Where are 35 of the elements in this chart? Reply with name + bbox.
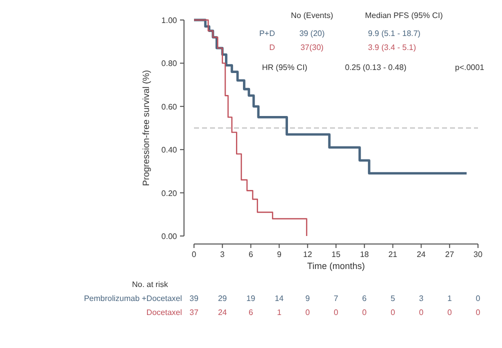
y-tick-label: 0.80 bbox=[161, 59, 178, 68]
y-tick-label: 1.00 bbox=[161, 16, 178, 25]
text: 39 29 19 14 9 7 6 5 3 1 0 bbox=[190, 294, 480, 303]
annotation: 37(30) bbox=[300, 43, 324, 52]
x-tick-label: 0 bbox=[192, 250, 197, 259]
y-tick-label: 0.60 bbox=[161, 102, 178, 112]
y-tick-label: 0.00 bbox=[161, 232, 178, 241]
annotation: Median PFS (95% CI) bbox=[365, 11, 444, 20]
text: D bbox=[269, 43, 276, 52]
x-tick-label: 21 bbox=[388, 250, 398, 259]
text: Docetaxel bbox=[146, 308, 182, 317]
y-tick-label: 0.40 bbox=[161, 146, 178, 155]
annotation: 39 (20) bbox=[299, 29, 326, 38]
annotation: 3.9 (3.4 - 5.1) bbox=[368, 43, 416, 52]
x-tick-label: 12 bbox=[303, 250, 313, 259]
text: P+D bbox=[259, 29, 276, 38]
annotation: No (Events) bbox=[290, 11, 334, 20]
text: No. at risk bbox=[132, 280, 169, 289]
x-tick-label: 27 bbox=[445, 250, 455, 259]
text: 37 24 6 1 0 0 0 0 0 0 0 bbox=[190, 308, 480, 317]
x-tick-label: 15 bbox=[332, 250, 341, 259]
x-tick-label: 30 bbox=[474, 250, 483, 259]
x-tick-label: 3 bbox=[220, 250, 226, 259]
x-tick-label: 6 bbox=[248, 250, 254, 259]
x-tick-label: 18 bbox=[360, 250, 370, 259]
annotation: 0.25 (0.13 - 0.48) bbox=[345, 63, 407, 72]
annotation: 9.9 (5.1 - 18.7) bbox=[368, 29, 421, 38]
x-tick-label: 24 bbox=[416, 250, 426, 259]
y-tick-label: 0.20 bbox=[161, 188, 178, 198]
x-tick-label: 9 bbox=[276, 250, 282, 259]
y-axis-title: Progression-free survival (%) bbox=[141, 70, 151, 186]
x-axis-title: Time (months) bbox=[307, 261, 365, 271]
text: Pembrolizumab +Docetaxel bbox=[84, 294, 182, 303]
annotation: HR (95% CI) bbox=[262, 63, 308, 72]
annotation: p<.0001 bbox=[455, 63, 485, 72]
